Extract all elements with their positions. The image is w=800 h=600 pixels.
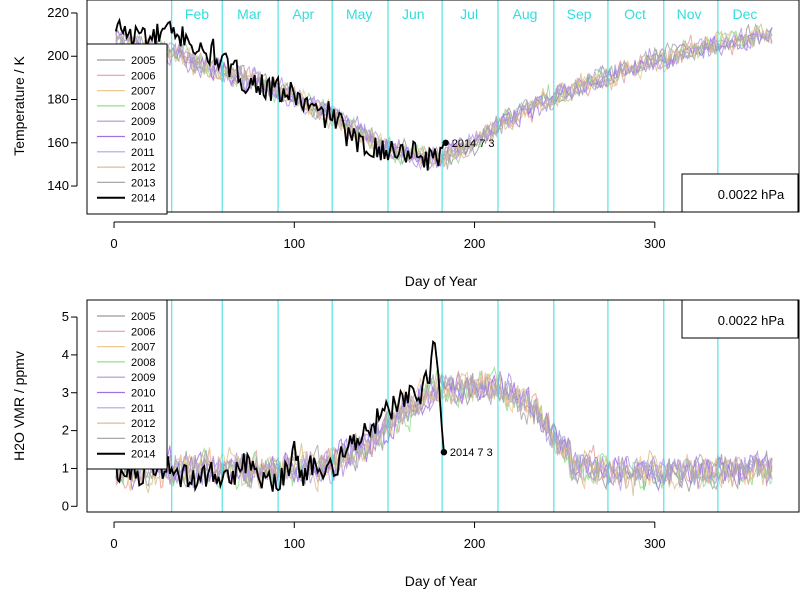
legend-label: 2011 [131, 403, 155, 415]
series-line-2011 [115, 373, 773, 491]
month-label: Apr [292, 6, 314, 22]
legend-label: 2012 [131, 418, 155, 430]
x-tick-label: 200 [464, 536, 486, 551]
temperature-month-labels: Feb Mar Apr May Jun Jul Aug Sep Oct Nov Dec [185, 6, 757, 22]
highlight-end-label: 2014 7 3 [450, 447, 493, 459]
h2o-background-lines [115, 365, 773, 497]
y-tick-label: 3 [62, 385, 69, 400]
h2o-pressure-box-frame [681, 299, 799, 339]
legend-label: 2008 [131, 357, 155, 369]
y-tick-label: 220 [47, 5, 69, 20]
h2o-pressure-label: 0.0022 hPa [718, 313, 785, 328]
temperature-legend: 2005 2006 2007 2008 2009 2010 2011 2012 2013 2014 [86, 43, 168, 215]
legend-label: 2011 [131, 147, 155, 159]
temperature-y-axis: 140 160 180 200 220 [47, 5, 78, 193]
x-tick-label: 100 [283, 236, 305, 251]
legend-label: 2010 [131, 132, 155, 144]
temperature-x-axis-label: Day of Year [405, 273, 478, 289]
legend-label: 2009 [131, 372, 155, 384]
legend-label: 2009 [131, 116, 155, 128]
temperature-highlight: 2014 7 3 [114, 17, 495, 171]
temperature-x-axis: 0 100 200 300 [110, 221, 666, 251]
highlight-end-label: 2014 7 3 [452, 138, 495, 150]
series-line-2013 [115, 27, 773, 170]
y-tick-label: 140 [47, 178, 69, 193]
month-label: May [346, 6, 372, 22]
highlight-end-point [442, 139, 449, 146]
x-tick-label: 100 [283, 536, 305, 551]
legend-label: 2010 [131, 388, 155, 400]
month-label: Feb [185, 6, 209, 22]
legend-label: 2007 [131, 342, 155, 354]
month-label: Aug [513, 6, 538, 22]
month-label: Jun [402, 6, 425, 22]
y-tick-label: 180 [47, 92, 69, 107]
y-tick-label: 2 [62, 423, 69, 438]
y-tick-label: 160 [47, 135, 69, 150]
series-line-2014 [114, 340, 445, 493]
series-line-2013 [115, 373, 773, 491]
legend-label: 2012 [131, 162, 155, 174]
y-tick-label: 4 [62, 347, 69, 362]
legend-label: 2014 [131, 449, 155, 461]
temperature-pressure-box-frame [681, 173, 799, 213]
series-line-2012 [115, 22, 773, 169]
h2o-x-axis-label: Day of Year [405, 573, 478, 589]
series-line-2011 [115, 27, 773, 171]
legend-label: 2007 [131, 86, 155, 98]
h2o-pressure-box: 0.0022 hPa [681, 299, 799, 339]
month-label: Sep [567, 6, 592, 22]
month-label: Mar [237, 6, 261, 22]
h2o-highlight: 2014 7 3 [114, 340, 493, 493]
month-label: Jul [460, 6, 478, 22]
temperature-month-lines [171, 0, 719, 212]
legend-label: 2013 [131, 177, 155, 189]
legend-label: 2006 [131, 326, 155, 338]
h2o-legend: 2005 2006 2007 2008 2009 2010 2011 2012 2013 2014 [86, 299, 168, 470]
legend-label: 2008 [131, 101, 155, 113]
x-tick-label: 300 [644, 536, 666, 551]
y-tick-label: 1 [62, 460, 69, 475]
month-label: Dec [732, 6, 757, 22]
series-line-2012 [115, 371, 773, 497]
x-tick-label: 0 [110, 536, 117, 551]
h2o-y-axis-label: H2O VMR / ppmv [11, 351, 27, 461]
x-tick-label: 200 [464, 236, 486, 251]
y-tick-label: 0 [62, 498, 69, 513]
temperature-background-lines [115, 22, 773, 171]
month-label: Oct [624, 6, 646, 22]
month-label: Nov [677, 6, 702, 22]
h2o-panel: 2014 7 3 0 100 200 300 0 1 2 3 4 5 Day of Year H… [11, 299, 800, 589]
temperature-pressure-label: 0.0022 hPa [718, 187, 785, 202]
y-tick-label: 200 [47, 48, 69, 63]
h2o-month-lines [171, 300, 719, 512]
legend-label: 2005 [131, 55, 155, 67]
legend-label: 2013 [131, 433, 155, 445]
legend-frame [86, 43, 168, 215]
temperature-y-axis-label: Temperature / K [11, 56, 27, 156]
legend-label: 2014 [131, 193, 155, 205]
legend-frame [86, 299, 168, 470]
legend-label: 2005 [131, 311, 155, 323]
x-tick-label: 0 [110, 236, 117, 251]
y-tick-label: 5 [62, 309, 69, 324]
series-line-2014 [114, 17, 446, 171]
h2o-y-axis: 0 1 2 3 4 5 [62, 309, 78, 513]
temperature-panel: Feb Mar Apr May Jun Jul Aug Sep Oct Nov Dec 2014 7… [11, 0, 800, 289]
legend-label: 2006 [131, 70, 155, 82]
h2o-x-axis: 0 100 200 300 [110, 521, 666, 551]
temperature-pressure-box: 0.0022 hPa [681, 173, 799, 213]
x-tick-label: 300 [644, 236, 666, 251]
highlight-end-point [440, 448, 448, 456]
